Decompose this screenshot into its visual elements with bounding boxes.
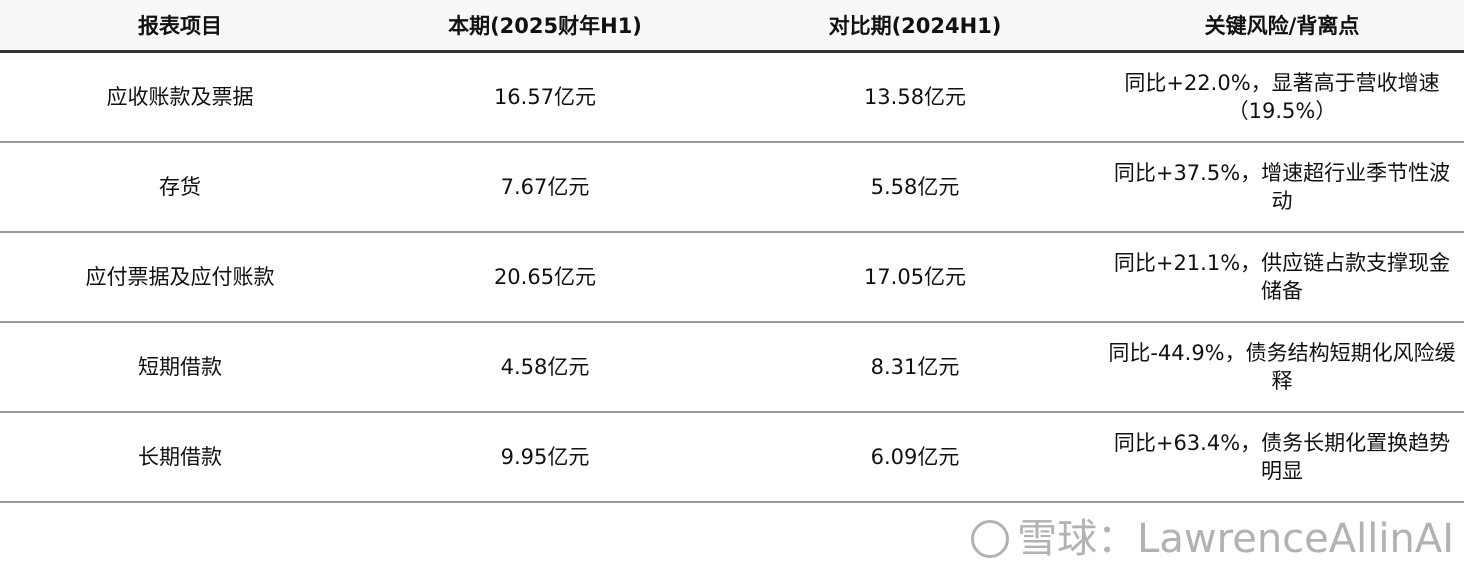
cell-risk: 同比+22.0%，显著高于营收增速（19.5%） <box>1100 51 1464 143</box>
cell-current: 7.67亿元 <box>360 142 730 233</box>
xueqiu-logo-icon <box>971 520 1010 558</box>
cell-risk: 同比+63.4%，债务长期化置换趋势明显 <box>1100 412 1464 503</box>
header-prior: 对比期(2024H1) <box>730 0 1100 53</box>
cell-prior: 17.05亿元 <box>730 232 1100 323</box>
balance-sheet-table: 报表项目 本期(2025财年H1) 对比期(2024H1) 关键风险/背离点 应… <box>0 0 1464 503</box>
watermark: 雪球：LawrenceAllinAI <box>971 514 1454 564</box>
cell-prior: 6.09亿元 <box>730 412 1100 503</box>
cell-risk: 同比-44.9%，债务结构短期化风险缓释 <box>1100 322 1464 413</box>
table-row: 应收账款及票据 16.57亿元 13.58亿元 同比+22.0%，显著高于营收增速（1… <box>0 51 1464 143</box>
cell-prior: 5.58亿元 <box>730 142 1100 233</box>
cell-current: 4.58亿元 <box>360 322 730 413</box>
cell-prior: 8.31亿元 <box>730 322 1100 413</box>
cell-item: 应收账款及票据 <box>0 51 360 143</box>
header-current: 本期(2025财年H1) <box>360 0 730 53</box>
table-row: 应付票据及应付账款 20.65亿元 17.05亿元 同比+21.1%，供应链占款支撑现… <box>0 232 1464 323</box>
cell-current: 20.65亿元 <box>360 232 730 323</box>
cell-risk: 同比+37.5%，增速超行业季节性波动 <box>1100 142 1464 233</box>
cell-item: 应付票据及应付账款 <box>0 232 360 323</box>
table-row: 长期借款 9.95亿元 6.09亿元 同比+63.4%，债务长期化置换趋势明显 <box>0 412 1464 503</box>
table-row: 短期借款 4.58亿元 8.31亿元 同比-44.9%，债务结构短期化风险缓释 <box>0 322 1464 413</box>
cell-item: 长期借款 <box>0 412 360 503</box>
header-row: 报表项目 本期(2025财年H1) 对比期(2024H1) 关键风险/背离点 <box>0 0 1464 53</box>
header-risk: 关键风险/背离点 <box>1100 0 1464 53</box>
header-item: 报表项目 <box>0 0 360 53</box>
watermark-text: 雪球：LawrenceAllinAI <box>1017 516 1454 562</box>
cell-current: 9.95亿元 <box>360 412 730 503</box>
table-row: 存货 7.67亿元 5.58亿元 同比+37.5%，增速超行业季节性波动 <box>0 142 1464 233</box>
cell-current: 16.57亿元 <box>360 51 730 143</box>
cell-risk: 同比+21.1%，供应链占款支撑现金储备 <box>1100 232 1464 323</box>
cell-item: 存货 <box>0 142 360 233</box>
cell-item: 短期借款 <box>0 322 360 413</box>
cell-prior: 13.58亿元 <box>730 51 1100 143</box>
